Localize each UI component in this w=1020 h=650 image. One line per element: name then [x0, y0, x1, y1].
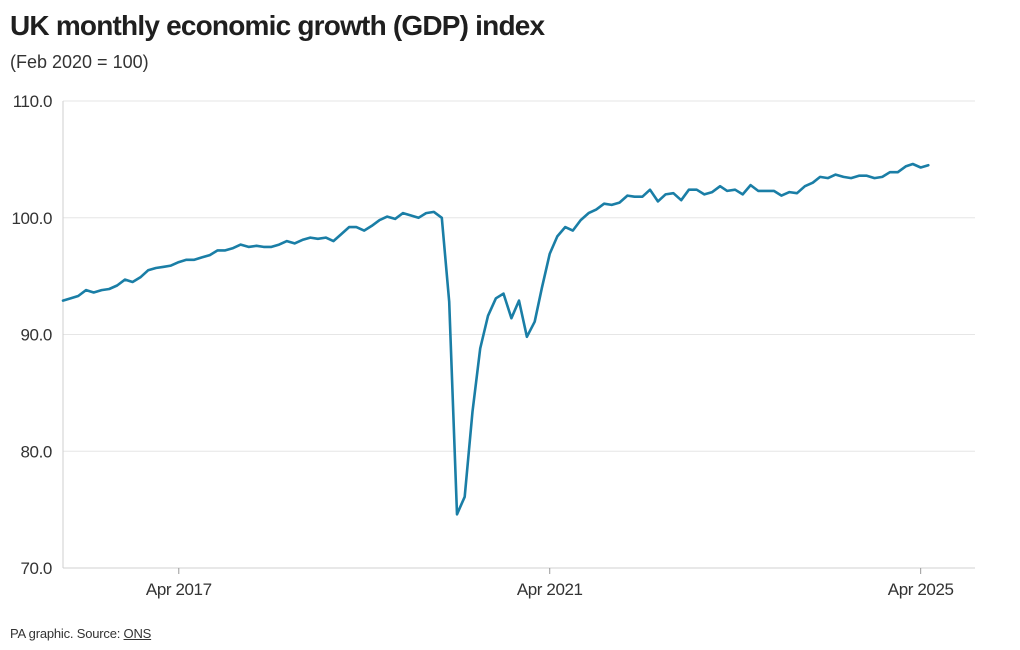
chart-title: UK monthly economic growth (GDP) index — [10, 10, 545, 41]
y-tick-label: 90.0 — [21, 326, 53, 345]
y-tick-label: 110.0 — [13, 92, 52, 111]
footer-credit: PA graphic. Source: ONS — [10, 626, 151, 641]
x-tick-label: Apr 2025 — [888, 580, 954, 599]
gridlines — [63, 100, 975, 569]
y-tick-label: 70.0 — [21, 559, 53, 578]
footer-prefix: PA graphic. Source: — [10, 626, 124, 641]
x-tick-label: Apr 2017 — [146, 580, 212, 599]
y-tick-label: 100.0 — [11, 209, 52, 228]
y-tick-label: 80.0 — [21, 442, 53, 461]
y-axis: 70.0 80.0 90.0 100.0 110.0 — [11, 92, 64, 578]
chart-subtitle: (Feb 2020 = 100) — [10, 52, 149, 72]
gdp-index-line — [61, 162, 930, 516]
source-link[interactable]: ONS — [123, 626, 152, 641]
x-tick-label: Apr 2021 — [517, 580, 583, 599]
series-group — [61, 162, 930, 516]
x-axis: Apr 2017 Apr 2021 Apr 2025 — [146, 568, 954, 599]
